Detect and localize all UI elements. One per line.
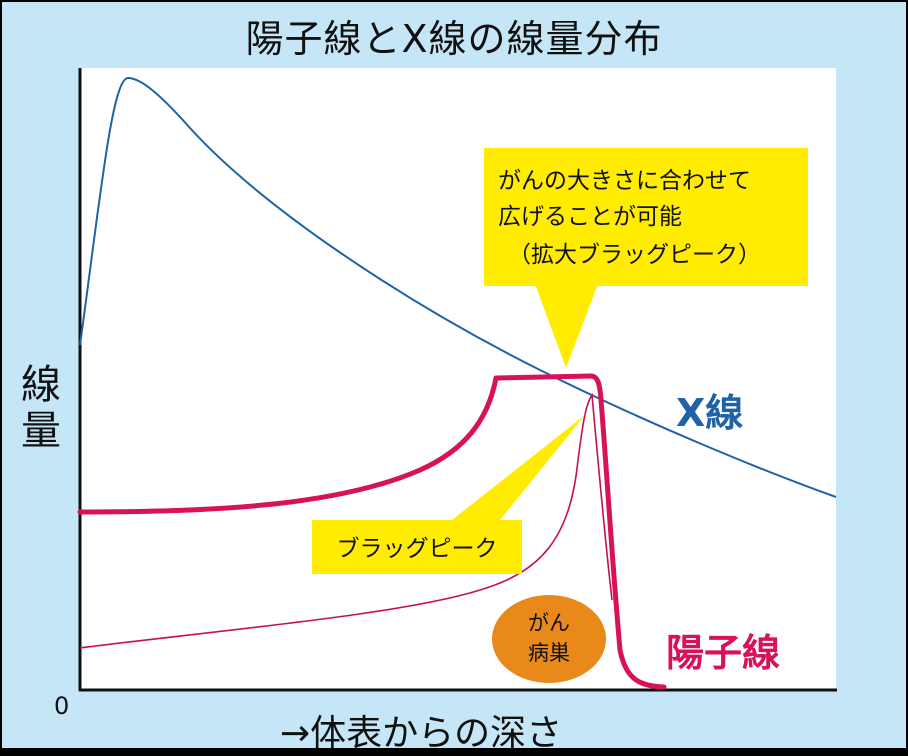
callout-box — [484, 148, 808, 286]
bragg-peak-label: ブラッグピーク — [337, 536, 498, 562]
callout-pointer — [535, 284, 598, 368]
bragg-peak-pointer — [452, 415, 585, 520]
bragg-peak-label-box — [312, 520, 522, 574]
x-axis-label: →体表からの深さ — [280, 713, 563, 754]
tumor-label-line1: がん — [528, 611, 570, 635]
callout-text-line1: がんの大きさに合わせて — [498, 168, 751, 194]
diagram-title: 陽子線とX線の線量分布 — [245, 17, 663, 61]
tumor-ellipse — [492, 595, 606, 683]
spread-out-bragg-peak-curve — [77, 373, 667, 690]
tumor-label-line2: 病巣 — [528, 641, 570, 665]
origin-label: 0 — [54, 692, 70, 720]
xray-label: X線 — [676, 391, 743, 435]
xray-curve — [79, 76, 837, 498]
y-axis-label: 線量 — [21, 362, 61, 454]
bragg-peak-curve — [79, 392, 613, 649]
proton-label: 陽子線 — [666, 631, 780, 675]
callout-text-line3: （拡大ブラッグピーク） — [508, 242, 761, 268]
callout-text-line2: 広げることが可能 — [498, 204, 682, 230]
